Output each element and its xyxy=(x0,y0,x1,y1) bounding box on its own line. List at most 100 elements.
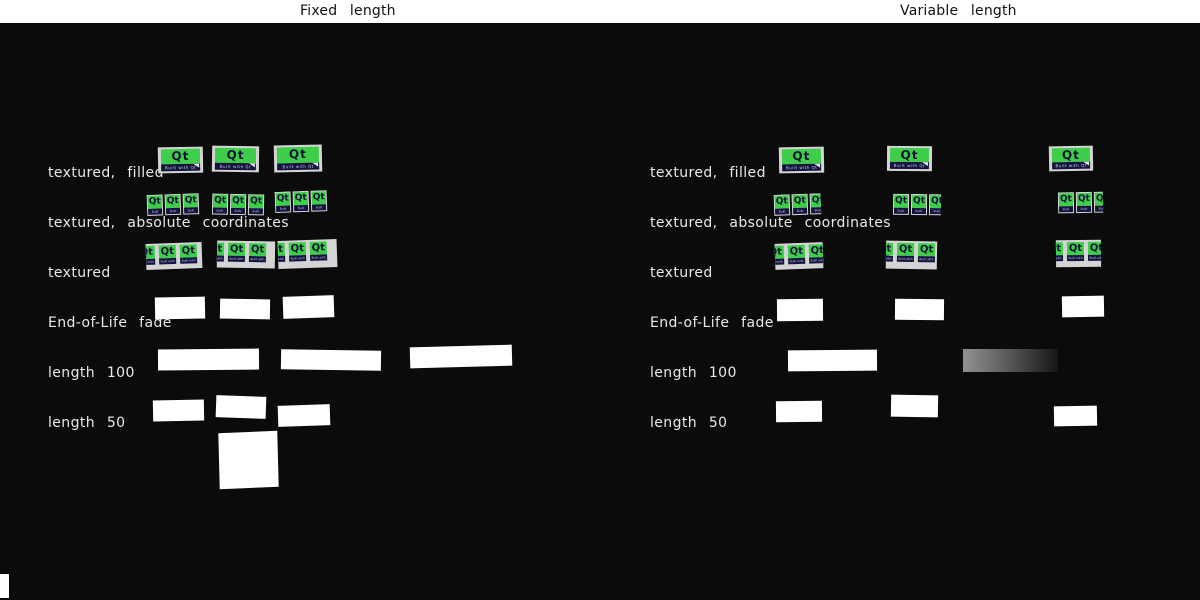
row-label-length-100-left: length 100 xyxy=(48,365,135,381)
qt-logo-subtext: Built with Qt xyxy=(896,255,914,263)
qt-logo-text: Qt xyxy=(787,244,806,259)
trail-quad xyxy=(282,295,335,319)
qt-logo-subtext: Built with Qt xyxy=(277,162,320,171)
qt-logo-subtext: Built with Qt xyxy=(161,163,201,172)
qt-logo-subtext: Built with Qt xyxy=(311,204,327,211)
row-label-textured-right: textured xyxy=(650,265,713,281)
qt-logo-subtext: Built with Qt xyxy=(214,162,256,171)
row-label-eol-fade-right: End-of-Life fade xyxy=(650,315,774,331)
qt-logo-text: Qt xyxy=(158,244,177,259)
qt-logo-subtext: Built with Qt xyxy=(227,255,245,262)
qt-logo-text: Qt xyxy=(183,194,199,208)
row-label-absolute-coordinates-left: textured, absolute coordinates xyxy=(48,215,289,231)
qt-logo-subtext: Built with Qt xyxy=(810,207,822,214)
qt-logo-subtext: Built with Qt xyxy=(184,207,199,214)
row-label-textured-filled-right: textured, filled xyxy=(650,165,766,181)
qt-logo-subtext: Built with Qt xyxy=(1077,205,1092,213)
qt-logo-text: Qt xyxy=(810,194,822,208)
trail-quad xyxy=(776,298,824,322)
qt-logo-quad: Qt Built with Qt xyxy=(157,146,204,174)
trail-quad xyxy=(154,296,206,320)
trail-quad xyxy=(409,344,513,369)
qt-logo-text: Qt xyxy=(212,194,228,208)
qt-logo-subtext: Built with Qt xyxy=(310,254,328,261)
qt-logo-text: Qt xyxy=(293,191,308,206)
qt-logo-text: Qt xyxy=(889,147,930,163)
trail-quad xyxy=(152,399,205,422)
qt-logo-text: Qt xyxy=(1087,241,1102,255)
qt-logo-subtext: Built with Qt xyxy=(277,255,286,263)
row-label-absolute-coordinates-right: textured, absolute coordinates xyxy=(650,215,891,231)
qt-logo-quad: Qt Built with Qt xyxy=(778,146,825,174)
qt-logo-text: Qt xyxy=(1058,193,1074,207)
trail-quad xyxy=(215,395,267,419)
qt-logo-text: Qt xyxy=(216,242,225,256)
qt-logo-subtext: Built with Qt xyxy=(911,207,926,215)
qt-logo-subtext: Built with Qt xyxy=(248,208,263,215)
qt-logo-subtext: Built with Qt xyxy=(289,255,307,262)
qt-logo-subtext: Built with Qt xyxy=(775,208,790,215)
qt-logo-subtext: Built with Qt xyxy=(885,255,893,262)
row-label-eol-fade-left: End-of-Life fade xyxy=(48,315,172,331)
qt-logo-text: Qt xyxy=(248,243,267,257)
qt-logo-subtext: Built with Qt xyxy=(276,205,291,212)
qt-logo-text: Qt xyxy=(1051,147,1091,163)
qt-logo-subtext: Built with Qt xyxy=(294,204,309,212)
qt-logo-text: Qt xyxy=(179,244,198,258)
trail-quad xyxy=(894,298,945,321)
large-trail-quad xyxy=(218,430,279,490)
qt-logo-subtext: Built with Qt xyxy=(216,255,224,262)
qt-logo-text: Qt xyxy=(792,194,807,209)
qt-logo-text: Qt xyxy=(885,242,894,256)
qt-logo-text: Qt xyxy=(774,245,785,260)
qt-logo-subtext: Built with Qt xyxy=(1067,254,1085,262)
qt-logo-text: Qt xyxy=(1076,192,1092,207)
qt-logo-subtext: Built with Qt xyxy=(1052,161,1091,170)
qt-logo-text: Qt xyxy=(781,148,822,165)
qt-logo-subtext: Built with Qt xyxy=(180,257,198,264)
qt-logo-subtext: Built with Qt xyxy=(145,258,156,266)
qt-logo-subtext: Built with Qt xyxy=(159,257,177,265)
qt-logo-text: Qt xyxy=(145,245,156,260)
trail-quad xyxy=(157,348,260,371)
qt-logo-text: Qt xyxy=(893,194,909,208)
column-title-variable-length: Variable length xyxy=(900,3,1017,19)
qt-logo-text: Qt xyxy=(929,195,942,209)
qt-logo-text: Qt xyxy=(214,147,257,164)
trail-quad xyxy=(219,298,271,320)
qt-logo-subtext: Built with Qt xyxy=(248,256,266,263)
qt-logo-text: Qt xyxy=(1066,241,1085,256)
qt-logo-text: Qt xyxy=(160,148,201,165)
